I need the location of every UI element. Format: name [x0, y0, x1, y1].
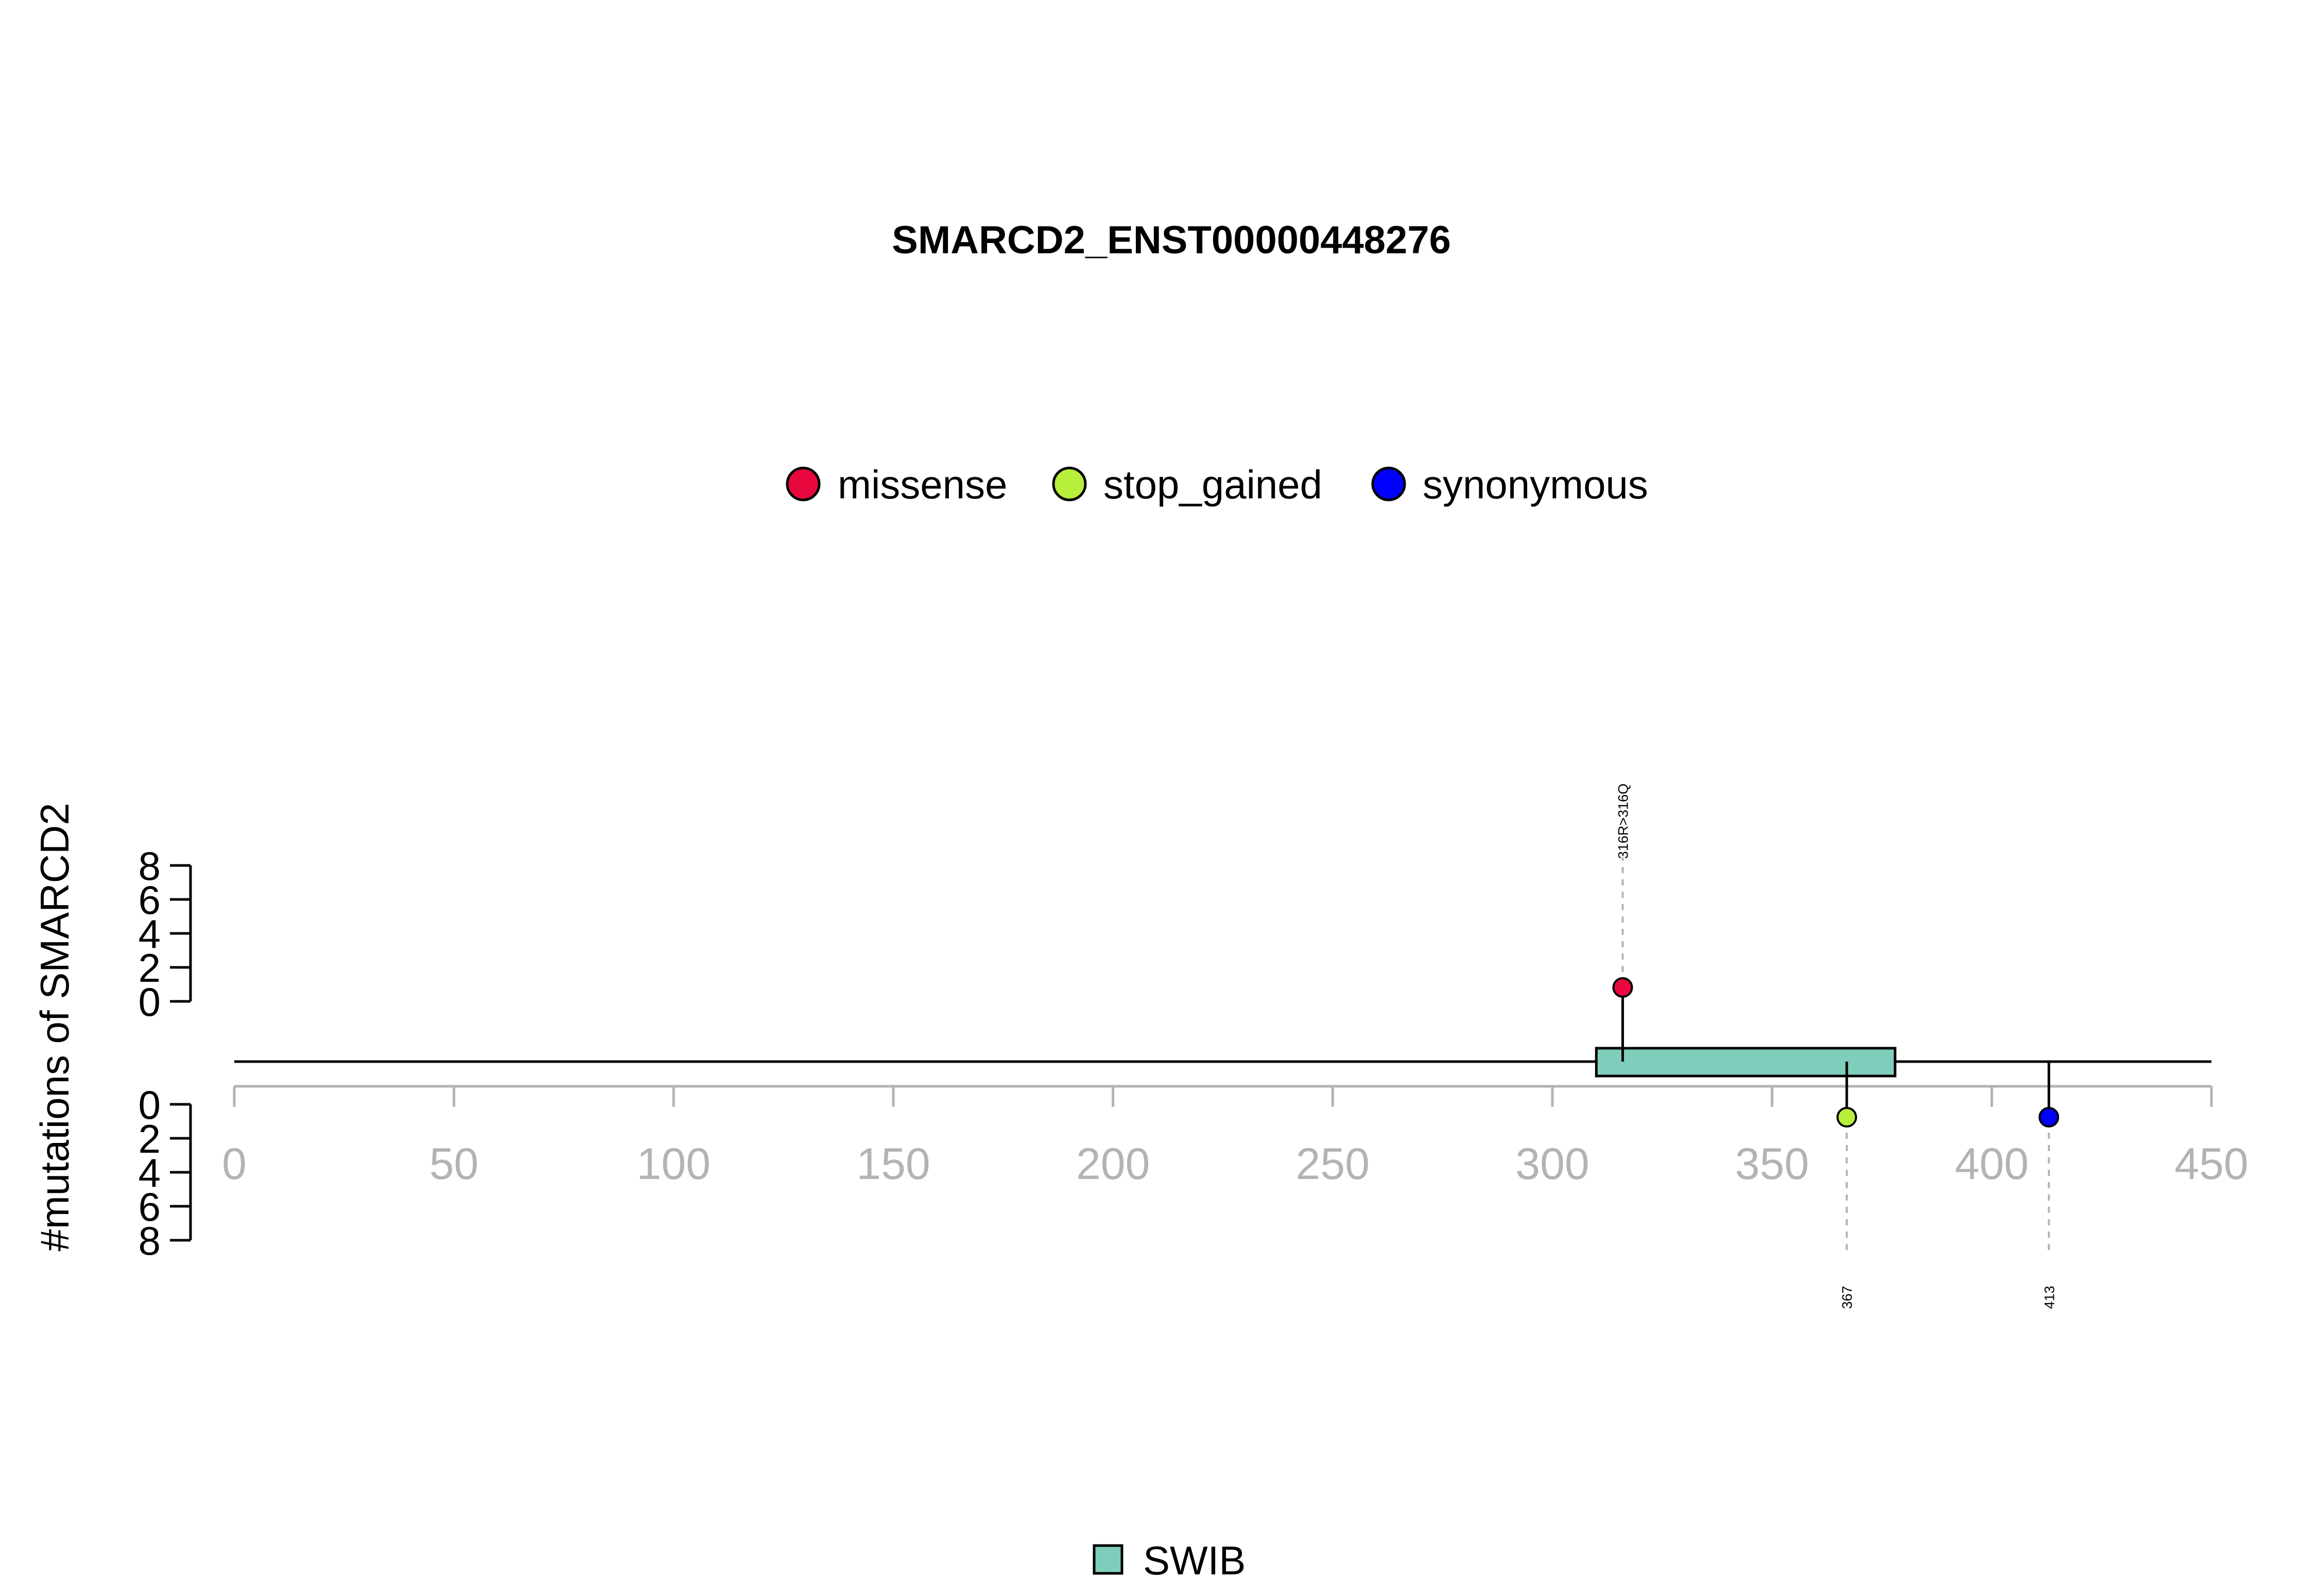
x-tick-label: 350	[1735, 1139, 1809, 1189]
x-axis: 0 50 100 150 200 250 300 350 400 450	[222, 1085, 2249, 1189]
y-tick-bottom-label: 2	[139, 1116, 161, 1161]
mutation-marker-stop_gained	[1836, 1107, 1857, 1127]
mutation-label: 413	[2042, 1286, 2057, 1309]
y-tick-top-label: 2	[139, 945, 161, 991]
legend-label-synonymous: synonymous	[1423, 462, 1648, 507]
domain-legend-swatch	[1093, 1544, 1123, 1575]
mutation-marker-missense	[1612, 977, 1633, 998]
y-tick-top-label: 4	[139, 911, 161, 957]
mutation-label: 367	[1840, 1286, 1855, 1309]
domain-legend: SWIB	[1093, 1538, 1246, 1583]
domain-SWIB	[1595, 1047, 1897, 1078]
mutation-label: 316R>316Q	[1616, 784, 1631, 859]
y-tick-bottom-label: 6	[139, 1184, 161, 1229]
legend-label-missense: missense	[838, 462, 1007, 507]
y-tick-top-label: 0	[139, 979, 161, 1025]
mutations: 316R>316Q 367 413	[1612, 784, 2060, 1309]
x-tick-label: 400	[1955, 1139, 2029, 1189]
x-tick-label: 0	[222, 1139, 247, 1189]
y-tick-top-label: 6	[139, 877, 161, 923]
x-tick-label: 300	[1515, 1139, 1589, 1189]
mutation-type-legend: missense stop_gained synonymous	[786, 462, 1648, 507]
y-axis-label: #mutations of SMARCD2	[32, 803, 77, 1251]
x-tick-label: 250	[1296, 1139, 1370, 1189]
legend-marker-stop_gained	[1052, 466, 1087, 501]
mutation-marker-synonymous	[2038, 1107, 2060, 1127]
legend-marker-synonymous	[1371, 466, 1406, 501]
y-tick-bottom-label: 4	[139, 1150, 161, 1195]
x-tick-label: 200	[1076, 1139, 1150, 1189]
y-tick-top-label: 8	[139, 843, 161, 889]
domain-legend-label: SWIB	[1143, 1538, 1246, 1583]
x-tick-label: 100	[637, 1139, 711, 1189]
x-tick-label: 450	[2174, 1139, 2249, 1189]
legend-label-stop_gained: stop_gained	[1103, 462, 1322, 507]
x-tick-label: 150	[856, 1139, 930, 1189]
chart-title: SMARCD2_ENST00000448276	[892, 218, 1451, 262]
x-tick-label: 50	[429, 1139, 479, 1189]
y-tick-bottom-label: 0	[139, 1082, 161, 1127]
protein-backbone	[234, 1047, 2211, 1078]
legend-marker-missense	[786, 466, 821, 501]
y-tick-bottom-label: 8	[139, 1218, 161, 1263]
